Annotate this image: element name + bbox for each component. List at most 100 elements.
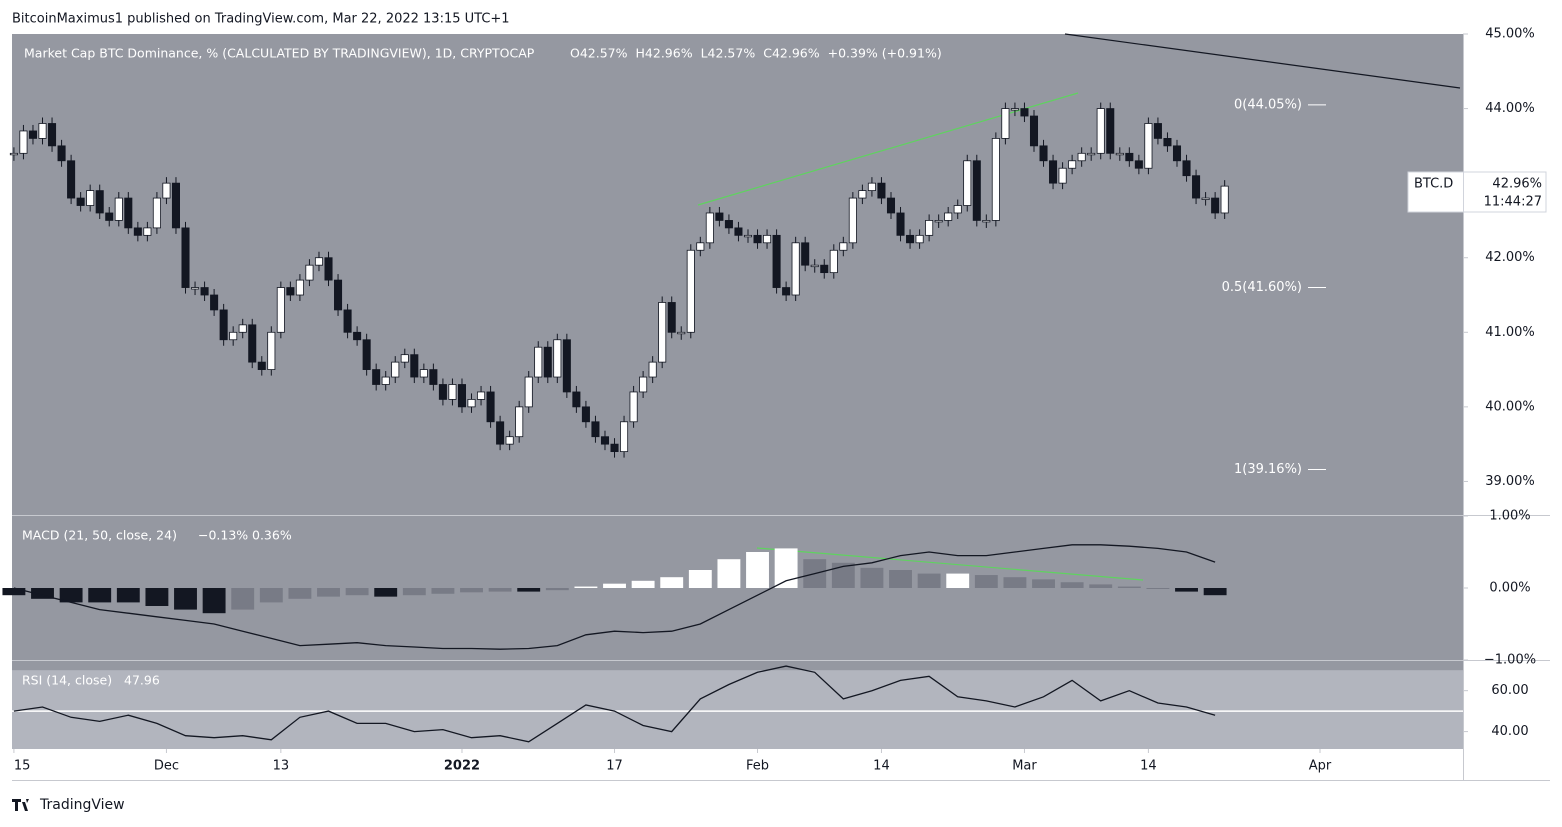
fib-label: 1(39.16%) <box>1234 462 1302 477</box>
candle <box>429 369 438 385</box>
macd-bar <box>488 588 512 592</box>
candle <box>1201 197 1210 200</box>
candle <box>677 331 686 335</box>
macd-title: MACD (21, 50, close, 24) <box>22 528 177 543</box>
fib-label: 0(44.05%) <box>1234 97 1302 112</box>
trendline <box>756 547 1144 581</box>
macd-bar <box>974 575 998 588</box>
macd-bar <box>1003 577 1027 588</box>
candle <box>343 309 352 333</box>
candle <box>1077 152 1086 162</box>
y-tick-label: 44.00% <box>1485 101 1535 116</box>
y-tick-label: 0.00% <box>1489 581 1530 596</box>
candle <box>1144 123 1153 169</box>
y-tick-label: 40.00 <box>1491 724 1528 739</box>
candle <box>477 391 486 400</box>
brand: TradingView <box>39 797 125 813</box>
y-tick-label: 1.00% <box>1489 509 1530 524</box>
x-tick-label: 14 <box>1140 759 1157 774</box>
candle <box>581 406 590 423</box>
candle <box>400 354 409 363</box>
macd-line <box>13 544 1216 650</box>
candle <box>886 197 896 214</box>
candle <box>858 190 867 199</box>
brand-logo <box>12 799 29 811</box>
candle <box>534 346 543 378</box>
macd-bar <box>1089 584 1113 588</box>
price-tag <box>1407 171 1547 213</box>
candle <box>28 130 37 139</box>
macd-bar <box>946 573 970 588</box>
candle <box>553 339 562 378</box>
last-price: 42.96% <box>1492 177 1542 192</box>
rsi-band <box>12 670 1463 749</box>
macd-bar <box>174 588 197 610</box>
ohlc-value: C42.96% <box>763 46 820 61</box>
candle <box>820 264 829 274</box>
candle <box>248 324 257 363</box>
candle <box>591 421 600 438</box>
main-pane <box>12 34 1463 515</box>
candle <box>1001 108 1010 139</box>
candle <box>362 339 371 370</box>
candle <box>953 205 962 214</box>
macd-bar <box>374 588 398 597</box>
candle <box>86 190 95 206</box>
candle <box>658 302 667 363</box>
macd-bar <box>231 588 255 610</box>
candle <box>324 257 333 281</box>
candle <box>276 287 285 333</box>
price-axis <box>1463 34 1550 749</box>
macd-bar <box>2 588 26 596</box>
ohlc-value: L42.57% <box>701 46 756 61</box>
x-tick-label: 15 <box>14 759 31 774</box>
candle <box>353 331 362 341</box>
candle <box>305 264 314 281</box>
candle <box>839 242 848 251</box>
candle <box>982 220 991 223</box>
candle <box>753 234 762 244</box>
macd-bar <box>88 588 112 603</box>
macd-bar <box>431 588 455 594</box>
candle <box>496 421 505 445</box>
candle <box>210 294 219 311</box>
candle <box>48 123 57 147</box>
candle <box>1106 108 1115 154</box>
candle <box>705 212 714 244</box>
candle <box>410 354 419 378</box>
rsi-title: RSI (14, close) <box>22 673 112 688</box>
candle <box>152 197 161 229</box>
candle <box>1096 108 1105 154</box>
candle <box>505 436 514 445</box>
macd-bar <box>31 588 54 599</box>
candle <box>734 227 743 236</box>
macd-bar <box>574 586 598 588</box>
candle <box>19 130 28 154</box>
macd-bar <box>460 588 483 593</box>
candle <box>1068 160 1077 169</box>
candle <box>963 160 972 206</box>
candle <box>572 391 581 408</box>
candle <box>257 361 266 370</box>
candle <box>438 384 447 400</box>
macd-bar <box>345 588 369 596</box>
candle <box>1182 160 1191 177</box>
candle <box>696 242 705 251</box>
trendline <box>1064 33 1461 89</box>
macd-bar <box>1117 586 1141 588</box>
candle <box>848 197 857 244</box>
candle <box>934 220 943 223</box>
candle <box>1049 160 1058 184</box>
plot: 0(44.05%) 0.5(41.60%) 1(39.16%) <box>2 97 1463 749</box>
macd-bar <box>688 570 712 588</box>
x-tick-label: Feb <box>746 759 769 774</box>
candle <box>515 406 524 438</box>
candle <box>114 197 123 221</box>
y-tick-label: 41.00% <box>1485 325 1535 340</box>
candle <box>944 212 953 221</box>
y-tick-label: 42.00% <box>1485 250 1535 265</box>
macd-bar <box>1146 588 1170 589</box>
macd-bar <box>517 588 541 592</box>
ohlc-value: O42.57% <box>570 46 628 61</box>
candle <box>772 234 781 288</box>
